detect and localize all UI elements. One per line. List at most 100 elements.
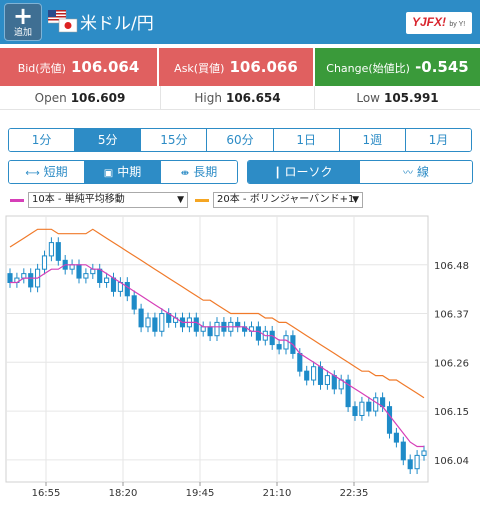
x-tick-label: 18:20 xyxy=(109,488,138,499)
candle-body xyxy=(152,317,158,332)
candle-body xyxy=(311,366,317,381)
change-quote: Change(始値比) -0.545 xyxy=(315,48,480,86)
candle-body xyxy=(159,313,165,332)
candle-body xyxy=(69,264,75,270)
candle-body xyxy=(55,242,61,261)
tab-line[interactable]: 〰線 xyxy=(360,161,472,183)
y-tick-label: 106.48 xyxy=(434,261,469,272)
tab-1month[interactable]: 1月 xyxy=(405,129,471,151)
bid-value: 106.064 xyxy=(70,58,140,76)
bid-key: Bid(売値) xyxy=(17,62,66,75)
chevron-down-icon: ▼ xyxy=(177,195,184,205)
tab-60min[interactable]: 60分 xyxy=(207,129,274,151)
candle-body xyxy=(131,295,137,310)
candle-body xyxy=(269,330,275,346)
low-stat: Low 105.991 xyxy=(315,86,480,110)
open-stat: Open 106.609 xyxy=(0,86,160,110)
tab-5min[interactable]: 5分 xyxy=(75,129,142,151)
stats-row: Open 106.609 High 106.654 Low 105.991 xyxy=(0,86,480,110)
tab-1week[interactable]: 1週 xyxy=(339,129,406,151)
chart-type-tabs: ┃ ローソク 〰線 xyxy=(247,160,473,184)
price-chart[interactable]: 106.48 106.37 106.26 106.15 106.04 16:55 18:20… xyxy=(0,212,480,507)
candle-body xyxy=(366,401,372,412)
candle-body xyxy=(414,454,420,470)
bb-upper-line xyxy=(9,228,425,399)
tab-1min[interactable]: 1分 xyxy=(9,129,76,151)
candle-body xyxy=(386,406,393,434)
open-value: 106.609 xyxy=(70,91,126,105)
x-tick-label: 16:55 xyxy=(32,488,61,499)
term-tabs: ⟷ 短期 ▣ 中期 ⇼ 長期 xyxy=(8,160,238,184)
candle-body xyxy=(214,321,220,337)
y-tick-label: 106.37 xyxy=(434,310,469,321)
candle-body xyxy=(41,255,48,270)
candle-body xyxy=(297,352,303,372)
chevron-down-icon: ▼ xyxy=(352,195,359,205)
tab-15min[interactable]: 15分 xyxy=(141,129,208,151)
candle-body xyxy=(145,317,151,328)
line-chart-icon: 〰 xyxy=(402,168,413,179)
ma-indicator: 10本 - 単純平均移動 ▼ xyxy=(10,192,190,208)
ask-quote[interactable]: Ask(買値) 106.066 xyxy=(159,48,313,86)
candle-body xyxy=(407,459,413,470)
mid-term-label: 中期 xyxy=(117,165,142,179)
y-tick-label: 106.26 xyxy=(434,358,469,369)
candle-body xyxy=(317,366,324,385)
tab-candlestick[interactable]: ┃ ローソク xyxy=(248,161,360,183)
bb-select[interactable]: 20本 - ボリンジャーバンド+1 ▼ xyxy=(213,192,363,208)
candlestick-label: ローソク xyxy=(284,165,333,179)
candle-body xyxy=(324,375,330,385)
tab-short-term[interactable]: ⟷ 短期 xyxy=(9,161,85,183)
change-key: Change(始値比) xyxy=(326,62,410,75)
bb-swatch xyxy=(195,199,209,202)
candle-body xyxy=(110,277,117,292)
high-key: High xyxy=(194,91,222,105)
x-tick-label: 19:45 xyxy=(186,488,215,499)
candle-body xyxy=(124,282,130,297)
low-value: 105.991 xyxy=(383,91,439,105)
candle-body xyxy=(21,273,27,279)
candle-body xyxy=(352,406,358,416)
candle-body xyxy=(393,432,399,443)
low-key: Low xyxy=(356,91,380,105)
candle-body xyxy=(400,441,406,461)
plot-area xyxy=(5,215,429,483)
candle-body xyxy=(276,344,282,350)
candle-body xyxy=(359,401,365,416)
logo-sub: by Y! xyxy=(449,21,466,28)
y-tick-label: 106.04 xyxy=(434,456,469,467)
ma-select[interactable]: 10本 - 単純平均移動 ▼ xyxy=(28,192,188,208)
x-tick-label: 21:10 xyxy=(263,488,292,499)
ma-select-value: 10本 - 単純平均移動 xyxy=(32,194,125,205)
tab-1day[interactable]: 1日 xyxy=(273,129,340,151)
candle-body xyxy=(138,308,144,328)
pair-title: 米ドル/円 xyxy=(80,14,154,34)
broker-logo: YJFX! by Y! xyxy=(406,12,472,34)
candle-body xyxy=(7,273,13,284)
candle-body xyxy=(76,264,82,279)
candle-body xyxy=(345,379,351,408)
candle-body xyxy=(283,335,289,350)
logo-text: YJFX! xyxy=(412,15,447,29)
add-button[interactable]: + 追加 xyxy=(4,3,42,41)
quote-bar: Bid(売値) 106.064 Ask(買値) 106.066 Change(始… xyxy=(0,48,480,86)
candlestick-icon: ┃ xyxy=(274,168,281,179)
candle-body xyxy=(255,326,261,341)
ma-line xyxy=(10,264,424,448)
candle-body xyxy=(235,321,241,328)
change-value: -0.545 xyxy=(415,58,469,76)
high-stat: High 106.654 xyxy=(160,86,315,110)
bb-indicator: 20本 - ボリンジャーバンド+1 ▼ xyxy=(195,192,365,208)
candle-body xyxy=(421,450,427,456)
bid-quote[interactable]: Bid(売値) 106.064 xyxy=(0,48,157,86)
candle-body xyxy=(200,326,206,332)
short-term-label: 短期 xyxy=(43,165,68,179)
tab-long-term[interactable]: ⇼ 長期 xyxy=(161,161,237,183)
candle-body xyxy=(331,375,337,390)
ma-swatch xyxy=(10,199,24,202)
timeframe-tabs: 1分 5分 15分 60分 1日 1週 1月 xyxy=(8,128,472,152)
add-button-label: 追加 xyxy=(13,28,32,38)
open-key: Open xyxy=(34,91,67,105)
high-value: 106.654 xyxy=(225,91,281,105)
tab-mid-term[interactable]: ▣ 中期 xyxy=(85,161,161,183)
